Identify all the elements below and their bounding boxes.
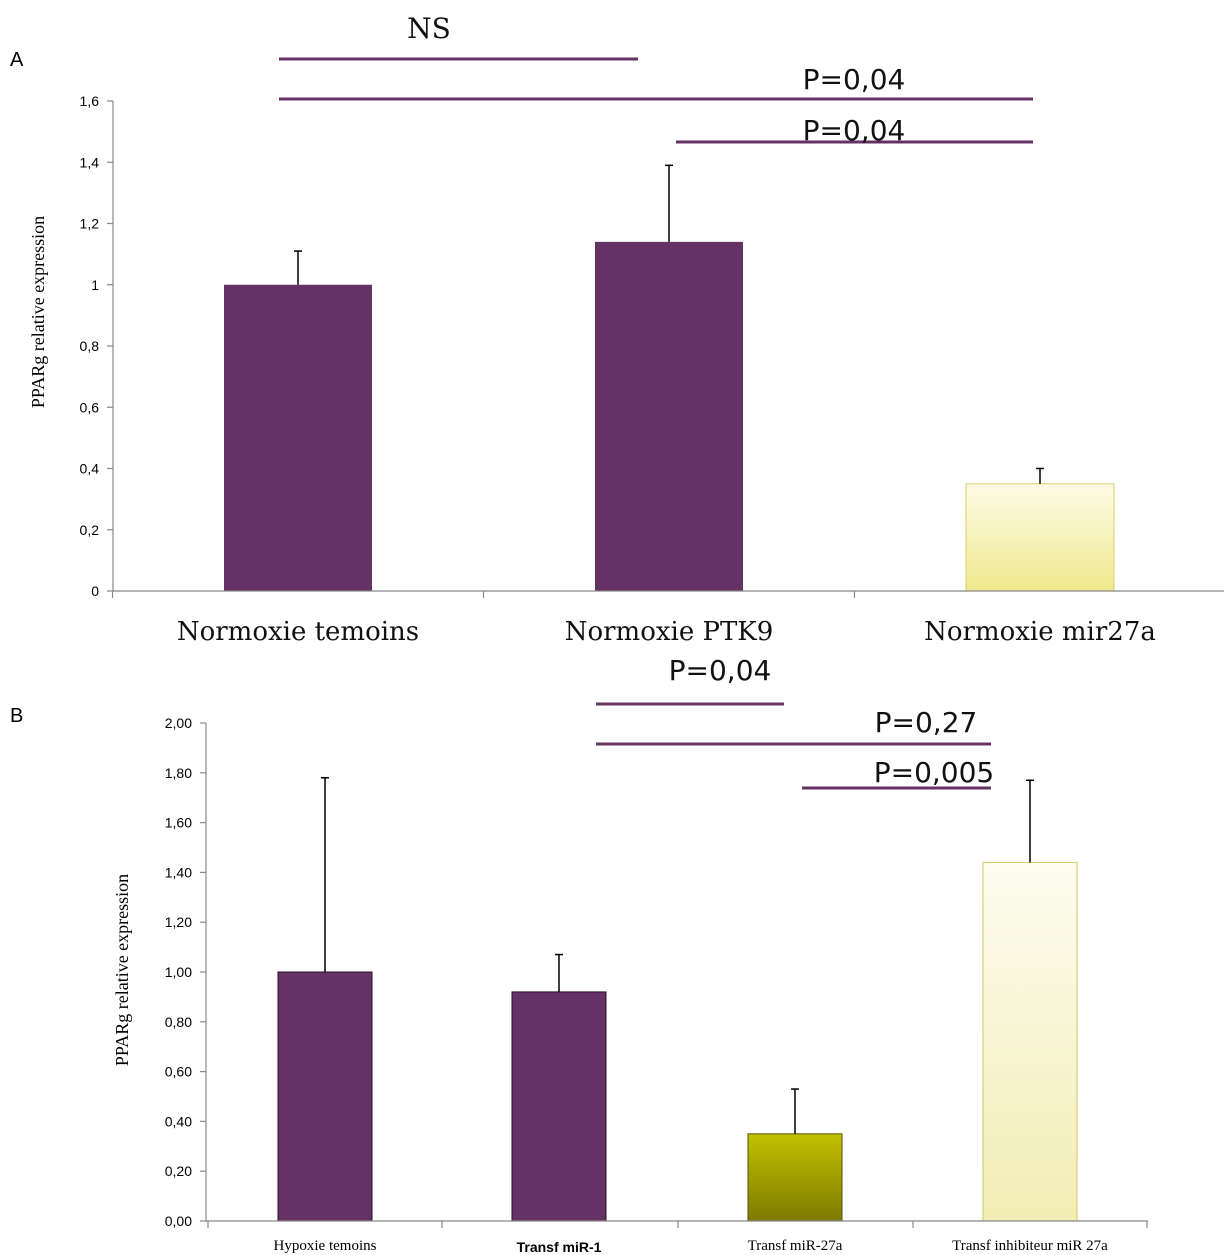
y-tick-label: 0,4	[80, 461, 100, 477]
y-tick-label: 1,80	[165, 765, 192, 781]
y-tick-label: 0	[91, 583, 99, 599]
category-label: Transf inhibiteur miR 27a	[952, 1238, 1108, 1254]
panel-label-b: B	[10, 705, 23, 727]
panel-b: PPARg relative expression 0,000,200,400,…	[112, 654, 1148, 1255]
y-tick-label: 0,8	[80, 338, 100, 354]
y-tick-label: 1,20	[165, 914, 192, 930]
x-axis: Normoxie temoins Normoxie PTK9 Normoxie mi…	[111, 590, 1224, 647]
y-tick-label: 1,40	[165, 864, 192, 880]
y-tick-label: 0,40	[165, 1113, 192, 1129]
y-tick-label: 0,80	[165, 1014, 192, 1030]
category-label: Transf miR-1	[517, 1239, 602, 1255]
significance-annotations: P=0,04 P=0,27 P=0,005	[596, 654, 995, 790]
bar	[511, 991, 607, 1222]
y-axis: 0 0,2 0,4 0,6 0,8 1 1,2 1,4 1,6	[80, 93, 114, 599]
category-label: Normoxie temoins	[177, 617, 419, 647]
y-tick-label: 1	[91, 277, 99, 293]
y-tick-label: 1,60	[165, 815, 192, 831]
y-tick-label: 0,60	[165, 1064, 192, 1080]
panel-a: PPARg relative expression 0 0,2 0,4 0,6 0,8 1…	[28, 12, 1224, 647]
bar	[982, 861, 1078, 1222]
y-axis-label: PPARg relative expression	[28, 216, 48, 408]
y-axis-label: PPARg relative expression	[112, 874, 132, 1066]
category-label: Normoxie mir27a	[924, 617, 1156, 647]
y-tick-label: 1,4	[80, 154, 100, 170]
bar	[224, 284, 372, 591]
category-label: Hypoxie temoins	[274, 1238, 377, 1254]
bar	[747, 1133, 843, 1222]
y-axis: 0,00 0,20 0,40 0,60 0,80 1,00 1,20 1,40 1,60 1,80…	[165, 715, 207, 1229]
significance-label: P=0,04	[803, 114, 906, 147]
significance-label: P=0,005	[874, 756, 995, 789]
bars	[224, 164, 1115, 592]
bar	[965, 483, 1115, 592]
significance-label: P=0,04	[803, 63, 906, 96]
bars	[277, 777, 1078, 1222]
y-tick-label: 1,2	[80, 216, 100, 232]
significance-label: P=0,27	[875, 706, 978, 739]
x-axis: Hypoxie temoins Transf miR-1 Transf miR-27…	[206, 1220, 1148, 1255]
y-tick-label: 0,2	[80, 522, 100, 538]
significance-label: P=0,04	[669, 654, 772, 687]
y-tick-label: 0,6	[80, 399, 100, 415]
bar	[595, 241, 743, 591]
y-tick-label: 1,00	[165, 964, 192, 980]
significance-label: NS	[407, 12, 451, 45]
y-tick-label: 1,6	[80, 93, 100, 109]
y-tick-label: 0,20	[165, 1163, 192, 1179]
category-label: Transf miR-27a	[748, 1238, 843, 1254]
significance-annotations: NS P=0,04 P=0,04	[279, 12, 1033, 147]
category-label: Normoxie PTK9	[565, 617, 774, 647]
bar	[277, 971, 373, 1222]
y-tick-label: 2,00	[165, 715, 192, 731]
y-tick-label: 0,00	[165, 1213, 192, 1229]
panel-label-a: A	[10, 49, 24, 71]
